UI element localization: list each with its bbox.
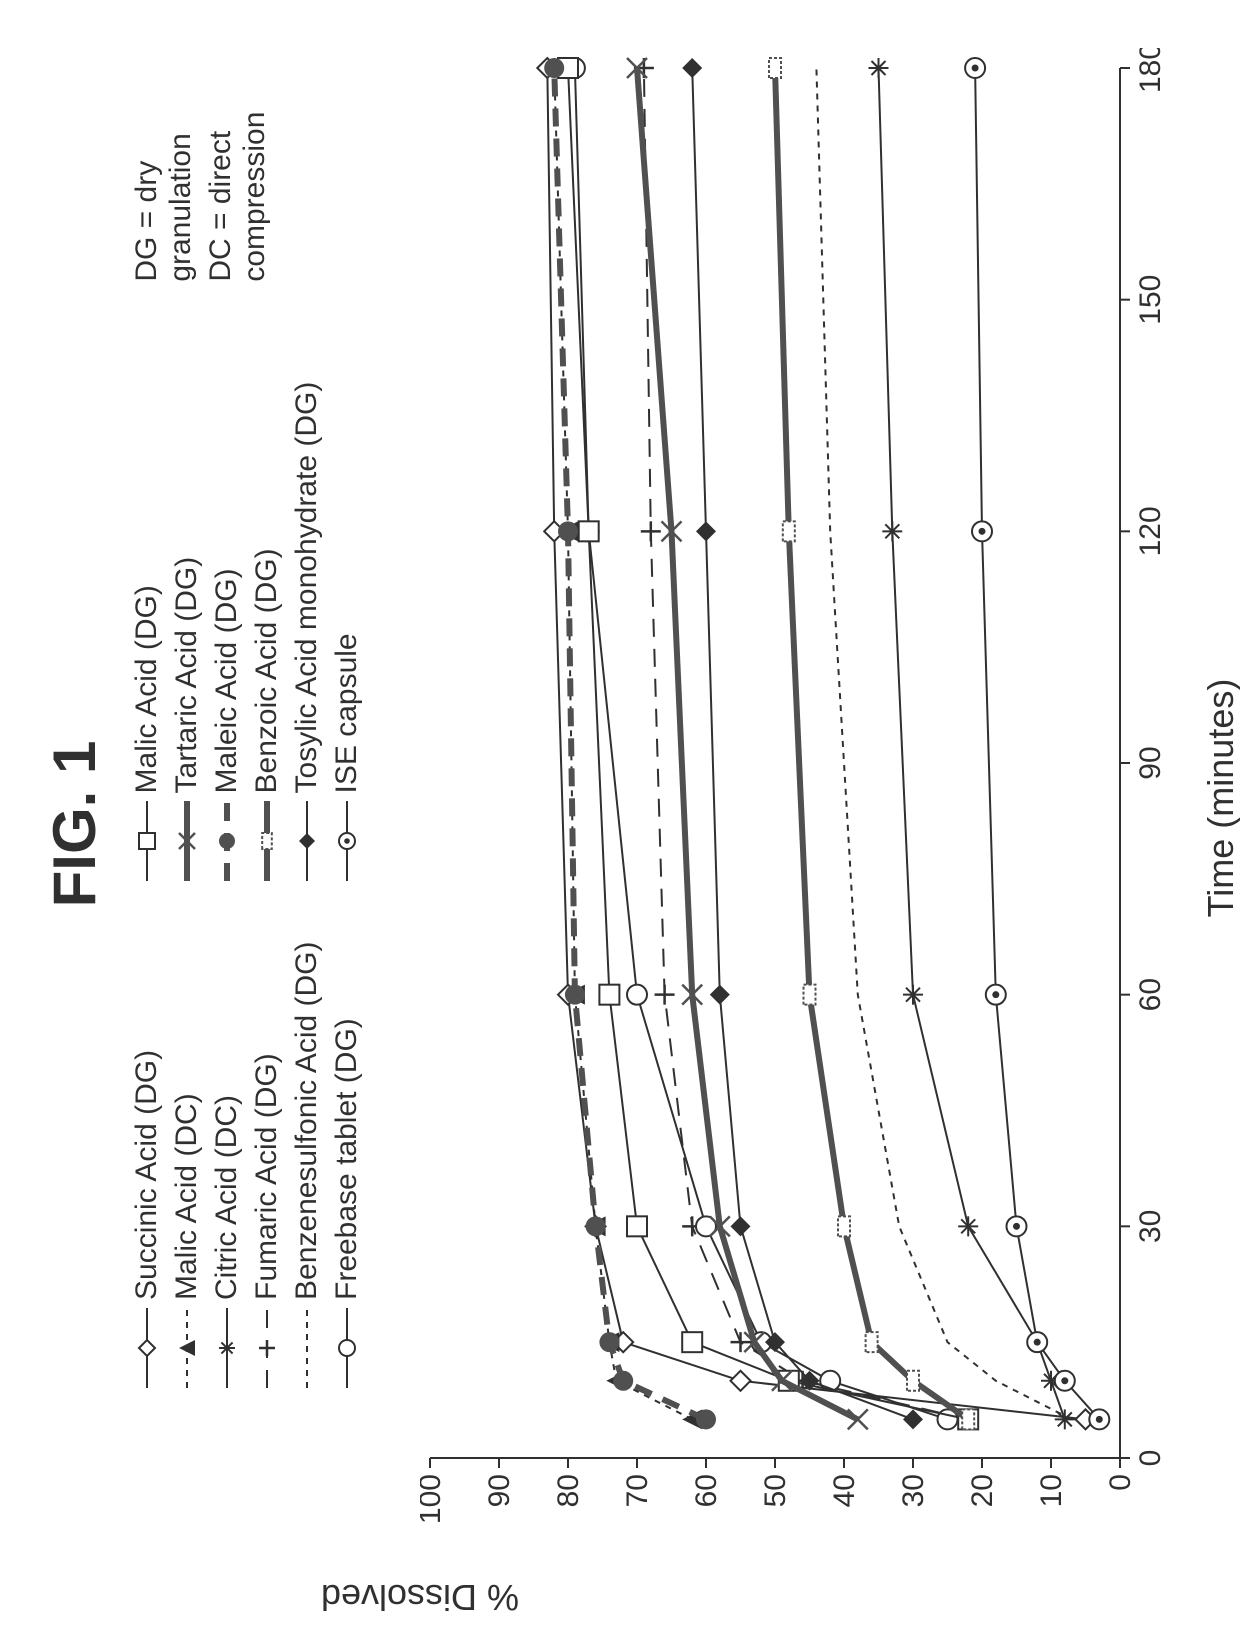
svg-text:10: 10 [1035,1474,1068,1507]
legend-label: Citric Acid (DC) [210,1095,244,1300]
legend-label: Tosylic Acid monohydrate (DG) [290,382,324,794]
legend-item: Tosylic Acid monohydrate (DG) [290,382,324,882]
chart-area: 0 10 20 30 40 50 60 70 80 90 100 0 30 60 90 120 150 180 [420,48,1180,1548]
svg-text:80: 80 [552,1474,585,1507]
legend-note-line: DG = dry granulation [130,48,198,282]
legend-label: Benzoic Acid (DG) [250,548,284,793]
svg-text:60: 60 [690,1474,723,1507]
legend: Succinic Acid (DG)Malic Acid (DC)Citric … [130,48,364,1388]
svg-text:60: 60 [1134,978,1167,1011]
svg-text:150: 150 [1134,275,1167,325]
svg-text:30: 30 [1134,1210,1167,1243]
legend-item: Citric Acid (DC) [210,941,244,1388]
legend-item: Malic Acid (DC) [170,941,204,1388]
y-axis-label: % Dissolved [40,1576,800,1618]
legend-item: ISE capsule [330,382,364,882]
page: FIG. 1 Succinic Acid (DG)Malic Acid (DC)… [0,408,1240,1648]
legend-label: Succinic Acid (DG) [130,1050,164,1300]
plot-svg: 0 10 20 30 40 50 60 70 80 90 100 0 30 60 90 120 150 180 [420,48,1180,1548]
svg-text:20: 20 [966,1474,999,1507]
legend-label: Benzenesulfonic Acid (DG) [290,941,324,1300]
legend-columns: Succinic Acid (DG)Malic Acid (DC)Citric … [130,48,364,1388]
x-axis-label: Time (minutes) [1200,48,1240,1548]
svg-text:90: 90 [483,1474,516,1507]
legend-note-line: DC = direct compression [204,48,272,282]
legend-item: Succinic Acid (DG) [130,941,164,1388]
svg-text:120: 120 [1134,506,1167,556]
svg-text:180: 180 [1134,48,1167,93]
legend-item: Maleic Acid (DG) [210,382,244,882]
inner: FIG. 1 Succinic Acid (DG)Malic Acid (DC)… [0,0,1240,1648]
legend-item: Freebase tablet (DG) [330,941,364,1388]
legend-label: Tartaric Acid (DG) [170,557,204,794]
legend-col-1: Succinic Acid (DG)Malic Acid (DC)Citric … [130,941,364,1388]
legend-label: Malic Acid (DC) [170,1093,204,1300]
figure-title: FIG. 1 [40,0,109,1648]
legend-label: Fumaric Acid (DG) [250,1053,284,1300]
svg-text:30: 30 [897,1474,930,1507]
legend-item: Fumaric Acid (DG) [250,941,284,1388]
legend-item: Tartaric Acid (DG) [170,382,204,882]
svg-text:0: 0 [1134,1450,1167,1467]
legend-label: ISE capsule [330,633,364,793]
svg-text:0: 0 [1104,1474,1137,1491]
legend-label: Malic Acid (DG) [130,585,164,793]
legend-item: Benzenesulfonic Acid (DG) [290,941,324,1388]
legend-label: Freebase tablet (DG) [330,1018,364,1300]
svg-text:90: 90 [1134,746,1167,779]
legend-item: Benzoic Acid (DG) [250,382,284,882]
svg-text:40: 40 [828,1474,861,1507]
svg-text:50: 50 [759,1474,792,1507]
legend-label: Maleic Acid (DG) [210,568,244,793]
legend-col-2: Malic Acid (DG)Tartaric Acid (DG)Maleic … [130,382,364,882]
legend-notes: DG = dry granulationDC = direct compress… [130,48,364,282]
svg-text:70: 70 [621,1474,654,1507]
legend-item: Malic Acid (DG) [130,382,164,882]
svg-text:100: 100 [420,1474,447,1524]
